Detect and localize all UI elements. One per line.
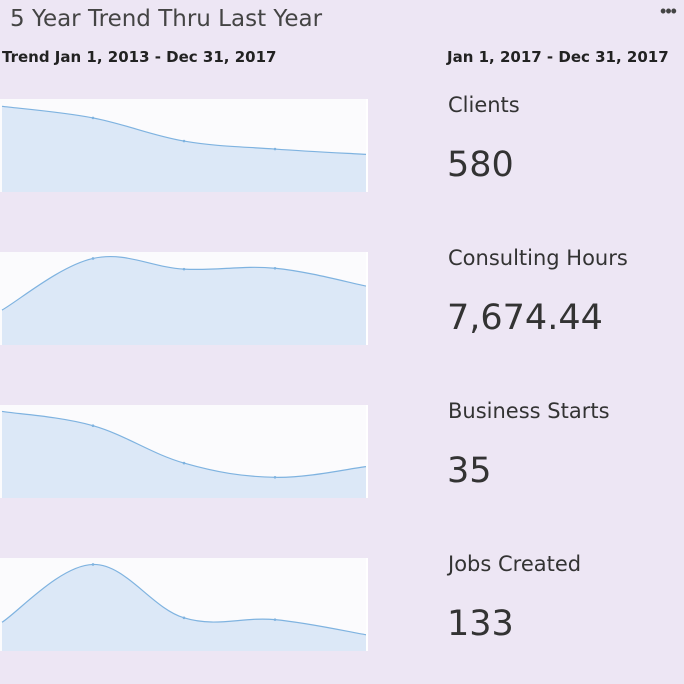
sparkline-point <box>182 267 186 271</box>
sparkline-point <box>91 424 95 427</box>
metric-value-clients: 580 <box>447 145 514 185</box>
metric-value-consulting-hours: 7,674.44 <box>447 298 603 338</box>
metric-value-jobs-created: 133 <box>447 604 514 644</box>
sparkline-point <box>91 257 95 260</box>
more-options-icon[interactable]: ••• <box>660 1 677 21</box>
sparkline-point <box>91 116 95 120</box>
sparkline-area <box>2 256 366 345</box>
sparkline-consulting-hours <box>0 252 368 345</box>
sparkline-edge <box>366 252 368 345</box>
sparkline-edge <box>366 558 368 651</box>
sparkline-area <box>2 564 366 651</box>
sparkline-jobs-created <box>0 558 368 651</box>
sparkline-business-starts <box>0 405 368 498</box>
sparkline-point <box>182 139 186 143</box>
trend-period-header: Trend Jan 1, 2013 - Dec 31, 2017 <box>2 48 277 66</box>
sparkline-area <box>2 411 366 498</box>
metric-label-clients: Clients <box>448 93 520 117</box>
sparkline-point <box>91 563 95 566</box>
sparkline-area <box>2 106 366 192</box>
metric-value-business-starts: 35 <box>447 451 492 491</box>
sparkline-edge <box>366 405 368 498</box>
metric-label-consulting-hours: Consulting Hours <box>448 246 628 270</box>
sparkline-edge <box>366 99 368 192</box>
sparkline-point <box>273 266 277 270</box>
metric-label-jobs-created: Jobs Created <box>448 552 582 576</box>
sparkline-point <box>182 461 186 465</box>
sparkline-clients <box>0 99 368 192</box>
widget-title: 5 Year Trend Thru Last Year <box>10 6 323 32</box>
sparkline-point <box>182 616 186 620</box>
sparkline-clients-svg <box>1 99 368 192</box>
sparkline-business-starts-svg <box>1 405 368 498</box>
sparkline-point <box>273 147 277 151</box>
sparkline-point <box>273 476 277 479</box>
current-period-header: Jan 1, 2017 - Dec 31, 2017 <box>447 48 669 66</box>
sparkline-point <box>273 618 277 621</box>
sparkline-consulting-hours-svg <box>1 252 368 345</box>
sparkline-jobs-created-svg <box>1 558 368 651</box>
metric-label-business-starts: Business Starts <box>448 399 610 423</box>
